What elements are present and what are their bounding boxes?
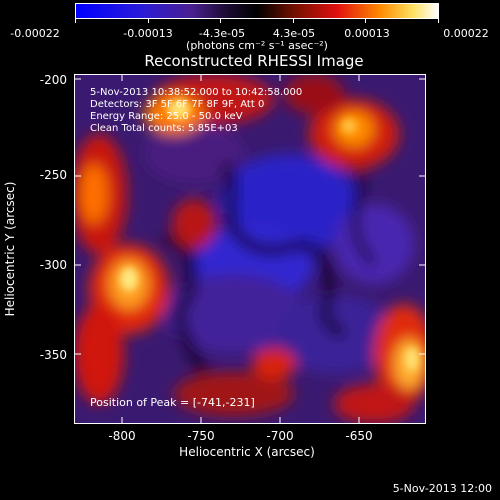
colorbar [75, 3, 439, 19]
colorbar-tick [220, 18, 221, 23]
time-range-text: 5-Nov-2013 10:38:52.000 to 10:42:58.000 [90, 87, 303, 98]
y-tick-label: -200 [39, 73, 67, 87]
y-tick-label: -250 [39, 168, 67, 182]
x-tick-label: -650 [345, 429, 373, 443]
colorbar-label: 0.00013 [344, 27, 390, 40]
x-tick-label: -800 [108, 429, 136, 443]
footer-date: 5-Nov-2013 12:00 [392, 482, 492, 495]
rhessi-image [74, 74, 426, 424]
y-axis-label: Heliocentric Y (arcsec) [3, 181, 17, 317]
image-title: Reconstructed RHESSI Image [144, 52, 364, 70]
colorbar-tick [365, 18, 366, 23]
colorbar-units: (photons cm⁻² s⁻¹ asec⁻²) [186, 39, 328, 52]
peak-position-text: Position of Peak = [-741,-231] [90, 396, 255, 409]
y-tick-label: -350 [39, 348, 67, 362]
colorbar-label: -0.00013 [123, 27, 173, 40]
colorbar-label: 0.00022 [443, 27, 489, 40]
colorbar-gradient [76, 4, 438, 18]
colorbar-tick [75, 18, 76, 23]
colorbar-tick [293, 18, 294, 23]
x-axis-label: Heliocentric X (arcsec) [179, 445, 315, 459]
x-tick-label: -750 [187, 429, 215, 443]
rhessi-image-plot [74, 74, 426, 424]
colorbar-label: -0.00022 [10, 27, 60, 40]
detectors-text: Detectors: 3F 5F 6F 7F 8F 9F, Att 0 [90, 99, 265, 110]
energy-range-text: Energy Range: 25.0 - 50.0 keV [90, 111, 243, 122]
y-tick-label: -300 [39, 258, 67, 272]
method-counts-text: Clean Total counts: 5.85E+03 [90, 123, 238, 134]
colorbar-tick [148, 18, 149, 23]
colorbar-label: 4.3e-05 [272, 27, 316, 40]
x-tick-label: -700 [266, 429, 294, 443]
colorbar-label: -4.3e-05 [198, 27, 246, 40]
colorbar-tick [438, 18, 439, 23]
